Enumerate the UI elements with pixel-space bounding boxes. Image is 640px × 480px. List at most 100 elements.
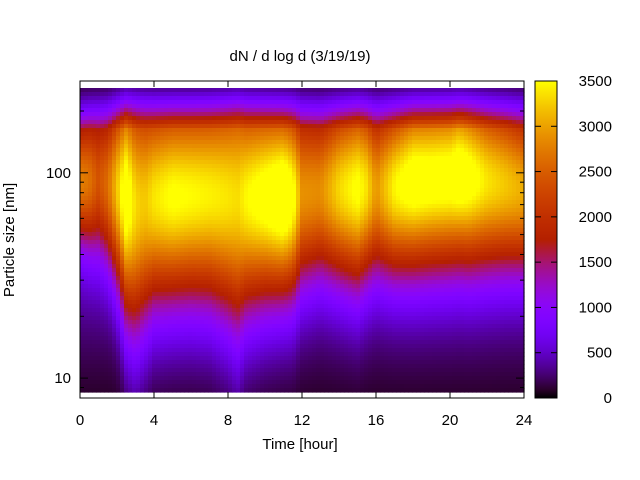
heatmap-cell: [152, 136, 157, 141]
heatmap-cell: [328, 196, 333, 201]
heatmap-cell: [96, 224, 101, 229]
heatmap-cell: [92, 252, 97, 257]
heatmap-cell: [312, 156, 317, 161]
heatmap-cell: [116, 200, 121, 205]
heatmap-cell: [224, 284, 229, 289]
heatmap-cell: [188, 268, 193, 273]
heatmap-cell: [224, 324, 229, 329]
heatmap-cell: [204, 92, 209, 97]
heatmap-cell: [284, 268, 289, 273]
heatmap-cell: [196, 196, 201, 201]
heatmap-cell: [196, 220, 201, 225]
heatmap-cell: [164, 192, 169, 197]
heatmap-cell: [208, 188, 213, 193]
heatmap-cell: [92, 100, 97, 105]
heatmap-cell: [136, 320, 141, 325]
heatmap-cell: [180, 252, 185, 257]
heatmap-cell: [180, 192, 185, 197]
heatmap-cell: [192, 128, 197, 133]
heatmap-cell: [108, 292, 113, 297]
heatmap-cell: [224, 272, 229, 277]
heatmap-cell: [320, 260, 325, 265]
heatmap-cell: [300, 304, 305, 309]
heatmap-cell: [208, 308, 213, 313]
heatmap-cell: [104, 200, 109, 205]
heatmap-cell: [164, 164, 169, 169]
heatmap-cell: [224, 188, 229, 193]
heatmap-cell: [108, 184, 113, 189]
heatmap-cell: [292, 180, 297, 185]
heatmap-cell: [100, 108, 105, 113]
heatmap-cell: [336, 232, 341, 237]
heatmap-cell: [168, 136, 173, 141]
heatmap-cell: [96, 220, 101, 225]
heatmap-cell: [260, 124, 265, 129]
heatmap-cell: [84, 288, 89, 293]
heatmap-cell: [268, 200, 273, 205]
heatmap-cell: [220, 372, 225, 377]
heatmap-cell: [188, 200, 193, 205]
heatmap-cell: [304, 280, 309, 285]
heatmap-cell: [180, 360, 185, 365]
heatmap-cell: [152, 160, 157, 165]
heatmap-cell: [180, 164, 185, 169]
heatmap-cell: [112, 316, 117, 321]
heatmap-cell: [180, 172, 185, 177]
heatmap-cell: [324, 100, 329, 105]
heatmap-cell: [296, 192, 301, 197]
heatmap-cell: [224, 136, 229, 141]
heatmap-cell: [224, 268, 229, 273]
heatmap-cell: [184, 160, 189, 165]
heatmap-cell: [156, 176, 161, 181]
heatmap-cell: [240, 140, 245, 145]
heatmap-cell: [260, 280, 265, 285]
heatmap-cell: [324, 252, 329, 257]
heatmap-cell: [156, 376, 161, 381]
heatmap-cell: [328, 100, 333, 105]
heatmap-cell: [288, 132, 293, 137]
heatmap-cell: [168, 256, 173, 261]
heatmap-cell: [144, 364, 149, 369]
heatmap-cell: [232, 192, 237, 197]
heatmap-cell: [308, 328, 313, 333]
heatmap-cell: [104, 236, 109, 241]
heatmap-cell: [308, 268, 313, 273]
heatmap-cell: [216, 172, 221, 177]
heatmap-cell: [148, 276, 153, 281]
heatmap-cell: [152, 276, 157, 281]
heatmap-cell: [184, 140, 189, 145]
heatmap-cell: [144, 100, 149, 105]
heatmap-cell: [260, 156, 265, 161]
heatmap-cell: [124, 240, 129, 245]
heatmap-cell: [184, 196, 189, 201]
heatmap-cell: [96, 140, 101, 145]
heatmap-cell: [88, 152, 93, 157]
heatmap-cell: [232, 100, 237, 105]
heatmap-cell: [208, 284, 213, 289]
heatmap-cell: [296, 152, 301, 157]
heatmap-cell: [296, 376, 301, 381]
heatmap-cell: [256, 300, 261, 305]
heatmap-cell: [172, 140, 177, 145]
heatmap-cell: [336, 140, 341, 145]
heatmap-cell: [220, 136, 225, 141]
heatmap-cell: [232, 148, 237, 153]
heatmap-cell: [100, 296, 105, 301]
heatmap-cell: [324, 200, 329, 205]
heatmap-cell: [316, 248, 321, 253]
heatmap-cell: [92, 328, 97, 333]
heatmap-cell: [208, 264, 213, 269]
heatmap-cell: [144, 336, 149, 341]
heatmap-cell: [100, 116, 105, 121]
heatmap-cell: [316, 236, 321, 241]
heatmap-cell: [328, 128, 333, 133]
heatmap-cell: [224, 120, 229, 125]
heatmap-cell: [196, 112, 201, 117]
heatmap-cell: [272, 120, 277, 125]
heatmap-cell: [144, 300, 149, 305]
heatmap-cell: [164, 376, 169, 381]
heatmap-cell: [208, 200, 213, 205]
heatmap-cell: [280, 204, 285, 209]
heatmap-cell: [208, 280, 213, 285]
heatmap-cell: [224, 204, 229, 209]
